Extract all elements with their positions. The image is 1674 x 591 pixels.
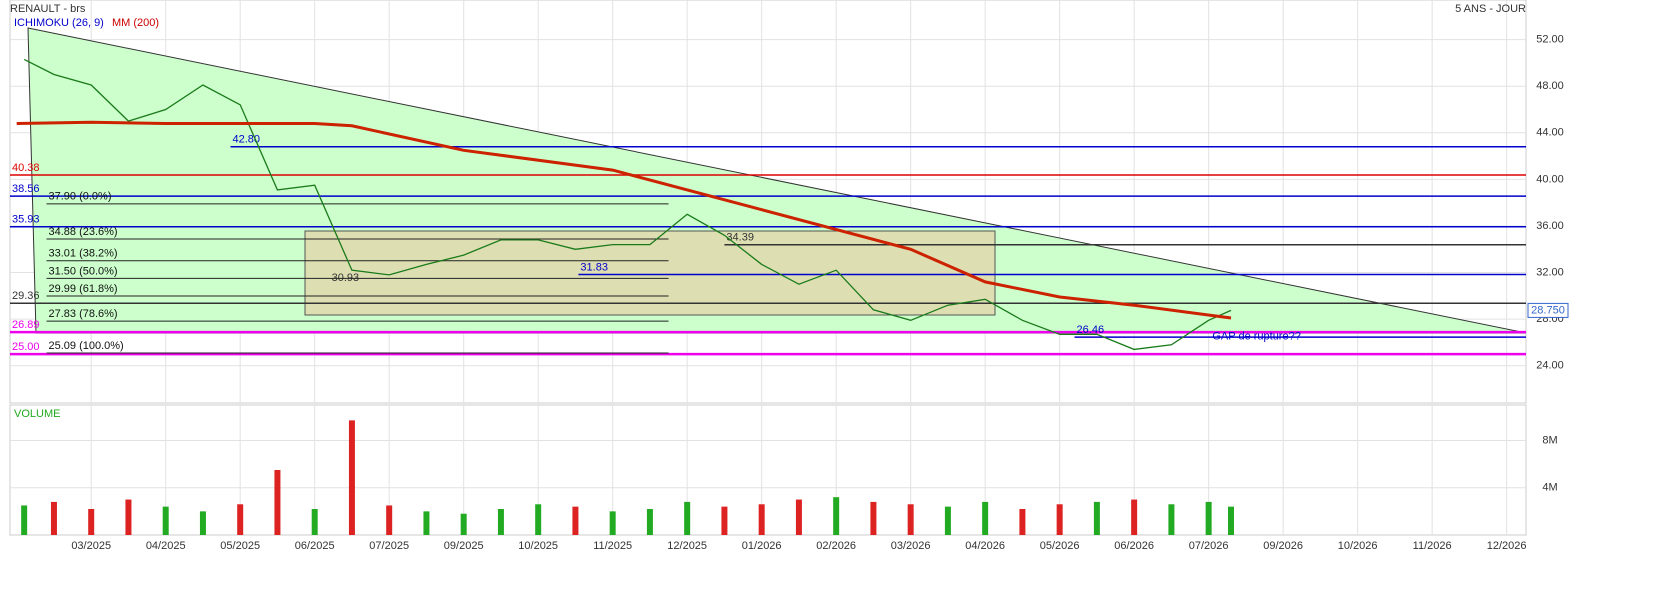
volume-bar [125, 499, 132, 535]
fib-label: 34.88 (23.6%) [49, 226, 118, 238]
volume-bar [497, 509, 504, 535]
volume-bar [535, 504, 542, 535]
x-tick-label: 11/2026 [1413, 540, 1452, 552]
volume-bar [237, 504, 244, 535]
x-tick-label: 07/2025 [369, 540, 409, 552]
fib-label: 33.01 (38.2%) [49, 248, 118, 260]
y-tick-label: 32.00 [1536, 266, 1564, 278]
x-tick-label: 06/2025 [295, 540, 335, 552]
y-tick-label: 44.00 [1536, 127, 1564, 139]
x-tick-label: 12/2026 [1487, 540, 1527, 552]
x-tick-label: 04/2026 [965, 540, 1005, 552]
fib-label: 37.90 (0.0%) [49, 191, 112, 203]
volume-bar [982, 501, 989, 535]
volume-bar [572, 506, 579, 535]
y-tick-label: 4M [1542, 482, 1557, 494]
x-tick-label: 02/2026 [816, 540, 856, 552]
volume-bar [1056, 504, 1063, 535]
x-tick-label: 03/2025 [71, 540, 111, 552]
level-label: 25.00 [12, 341, 40, 353]
volume-bar [833, 497, 840, 535]
volume-bar [1131, 499, 1138, 535]
volume-bar [944, 506, 951, 535]
annotation: GAP de rupture?? [1212, 331, 1300, 343]
volume-bar [795, 499, 802, 535]
y-tick-label: 40.00 [1536, 173, 1564, 185]
last-price-box [1527, 302, 1569, 318]
volume-bar [348, 420, 355, 535]
fib-label: 31.50 (50.0%) [49, 265, 118, 277]
x-tick-label: 10/2026 [1338, 540, 1378, 552]
level-label: 42.80 [233, 134, 261, 146]
volume-bar [684, 501, 691, 535]
level-label: 31.83 [580, 261, 608, 273]
x-tick-label: 05/2026 [1040, 540, 1080, 552]
volume-panel [9, 404, 1527, 536]
x-tick-label: 06/2026 [1114, 540, 1154, 552]
volume-bar [21, 505, 28, 535]
series-line [23, 58, 1232, 351]
level-label: 26.46 [1077, 324, 1105, 336]
level-label: 29.36 [12, 290, 40, 302]
indicator-label: MM (200) [112, 17, 159, 29]
x-tick-label: 03/2026 [891, 540, 931, 552]
volume-bar [721, 506, 728, 535]
level-label: 34.39 [726, 232, 754, 244]
x-tick-label: 09/2025 [444, 540, 484, 552]
volume-bar [646, 509, 653, 535]
y-tick-label: 24.00 [1536, 360, 1564, 372]
volume-bar [311, 509, 318, 535]
y-tick-label: 8M [1542, 434, 1557, 446]
volume-bar [609, 511, 616, 535]
y-tick-label: 36.00 [1536, 220, 1564, 232]
volume-bar [870, 501, 877, 535]
fib-label: 25.09 (100.0%) [49, 340, 124, 352]
y-tick-label: 52.00 [1536, 34, 1564, 46]
x-tick-label: 09/2026 [1263, 540, 1303, 552]
volume-bar [423, 511, 430, 535]
volume-bar [1019, 509, 1026, 535]
level-label: 38.56 [12, 183, 40, 195]
volume-bar [50, 501, 57, 535]
x-tick-label: 10/2025 [518, 540, 558, 552]
volume-title: VOLUME [14, 408, 60, 420]
fib-label: 29.99 (61.8%) [49, 283, 118, 295]
chart-title: RENAULT - brs [10, 3, 86, 15]
volume-bar [907, 504, 914, 535]
volume-bar [460, 513, 467, 535]
fib-label: 27.83 (78.6%) [49, 308, 118, 320]
series-line [16, 120, 1232, 320]
volume-bar [199, 511, 206, 535]
last-price-label: 28.750 [1531, 304, 1565, 316]
x-tick-label: 01/2026 [742, 540, 782, 552]
volume-bar [386, 505, 393, 535]
volume-bar [1227, 506, 1234, 535]
x-tick-label: 05/2025 [220, 540, 260, 552]
x-tick-label: 12/2025 [667, 540, 707, 552]
volume-bar [1093, 501, 1100, 535]
volume-bar [1205, 501, 1212, 535]
plot: 24.0028.0032.0036.0040.0044.0048.0052.00… [10, 34, 1569, 552]
indicator-label: ICHIMOKU (26, 9) [14, 17, 104, 29]
level-label: 40.38 [12, 162, 40, 174]
volume-bar [88, 509, 95, 535]
period: 5 ANS - JOUR [1455, 3, 1526, 15]
x-tick-label: 07/2026 [1189, 540, 1229, 552]
x-tick-label: 04/2025 [146, 540, 186, 552]
volume-bar [758, 504, 765, 535]
volume-bar [162, 506, 169, 535]
level-label: 35.93 [12, 214, 40, 226]
x-tick-label: 11/2025 [593, 540, 632, 552]
volume-bar [274, 470, 281, 535]
volume-bar [1168, 504, 1175, 535]
y-tick-label: 48.00 [1536, 80, 1564, 92]
level-label: 26.89 [12, 319, 40, 331]
